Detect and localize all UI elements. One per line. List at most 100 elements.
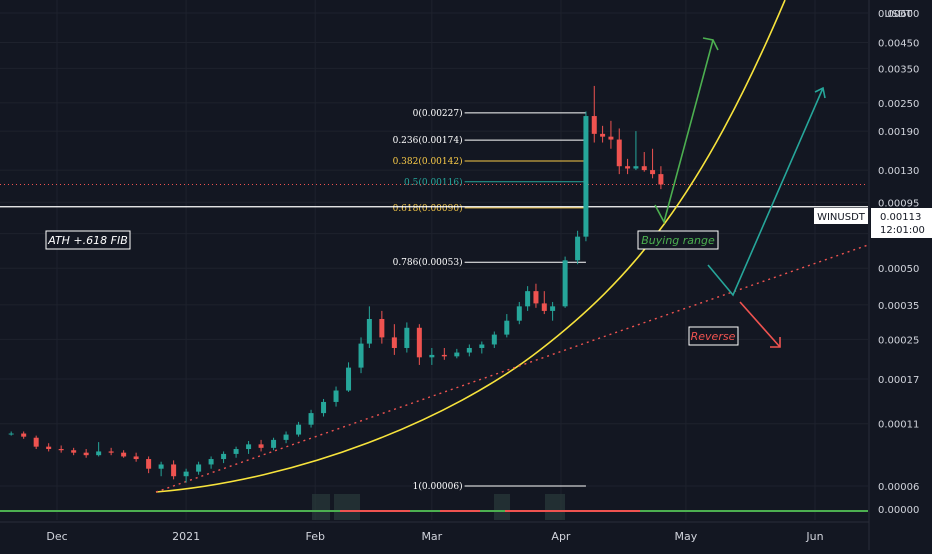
last-price-text: 0.00113 xyxy=(880,212,921,223)
candle-body xyxy=(429,354,435,358)
time-tick-label: Feb xyxy=(305,530,324,543)
candle-body xyxy=(58,449,64,451)
arrows xyxy=(654,37,826,348)
red-arrow xyxy=(739,301,781,348)
symbol-tag-bg xyxy=(814,208,868,224)
candle-body xyxy=(271,439,277,448)
candle-body xyxy=(21,433,27,437)
candle-body xyxy=(658,174,664,185)
fib-label: 1(0.00006) xyxy=(413,481,463,492)
fib-label: 0(0.00227) xyxy=(413,108,463,119)
candle-body xyxy=(146,459,152,469)
candle-body xyxy=(550,306,556,311)
candle-body xyxy=(379,318,385,338)
candle-body xyxy=(158,464,164,469)
symbol-tag: WINUSDT xyxy=(814,208,868,224)
price-tick-label: 0.00600 xyxy=(878,9,919,20)
fib-label: 0.382(0.00142) xyxy=(393,156,463,167)
ath-label: ATH +.618 FIB xyxy=(47,234,128,247)
price-tick-label: 0.00190 xyxy=(878,127,919,138)
price-tick-label: 0.00006 xyxy=(878,482,919,493)
time-tick-label: Apr xyxy=(551,530,571,543)
fib-label: 0.786(0.00053) xyxy=(393,257,463,268)
candle-body xyxy=(616,139,622,167)
candle-body xyxy=(308,413,314,425)
time-tick-label: Dec xyxy=(46,530,67,543)
price-tick-label: 0.00017 xyxy=(878,375,919,386)
candle-body xyxy=(296,424,302,435)
last-price-bg xyxy=(871,208,932,238)
candle-body xyxy=(633,166,639,169)
candle-body xyxy=(525,291,531,307)
candle-body xyxy=(575,236,581,261)
time-tick-label: Mar xyxy=(421,530,442,543)
time-axis[interactable]: Dec 2021 Feb Mar Apr May Jun xyxy=(0,521,869,543)
indicator-highlight xyxy=(334,494,360,520)
teal-arrow-head xyxy=(814,86,826,99)
candle-body xyxy=(321,401,327,414)
candle-body xyxy=(491,334,497,345)
price-tick-label: 0.00250 xyxy=(878,99,919,110)
green-arrow-head xyxy=(702,37,719,51)
candle-body xyxy=(591,116,597,134)
time-tick-label: Jun xyxy=(805,530,823,543)
candle-body xyxy=(391,337,397,348)
green-arrow xyxy=(654,39,714,225)
price-tick-label: 0.00095 xyxy=(878,198,919,209)
candle-body xyxy=(562,260,568,307)
fib-retracement: 0(0.00227) 0.236(0.00174) 0.382(0.00142) 0.… xyxy=(393,108,586,492)
candle-body xyxy=(46,446,52,450)
price-tick-label: 0.00011 xyxy=(878,420,919,431)
candle-body xyxy=(233,449,239,454)
candle-body xyxy=(258,444,264,448)
buying-range-box xyxy=(637,230,719,250)
support-curve xyxy=(155,0,786,493)
price-tick-label: 0.00035 xyxy=(878,301,919,312)
candle-body xyxy=(516,306,522,321)
candle-body xyxy=(466,347,472,353)
candle-body xyxy=(454,352,460,357)
grid xyxy=(0,0,868,520)
candle-body xyxy=(504,320,510,335)
candle-body xyxy=(366,318,372,344)
candle-body xyxy=(208,459,214,465)
symbol-tag-text: WINUSDT xyxy=(817,212,866,223)
candle-body xyxy=(246,444,252,450)
teal-arrow xyxy=(707,87,824,297)
candle-body xyxy=(183,471,189,477)
candle-body xyxy=(8,433,14,435)
candles xyxy=(8,85,664,483)
candle-body xyxy=(358,343,364,368)
time-tick-label: May xyxy=(675,530,698,543)
candle-body xyxy=(333,390,339,402)
indicator-strip xyxy=(0,494,868,520)
drawn-lines xyxy=(0,0,869,493)
candle-body xyxy=(96,451,102,456)
price-tick-label: 0.00025 xyxy=(878,335,919,346)
buying-range-label: Buying range xyxy=(641,234,715,247)
candle-body xyxy=(121,452,127,457)
candle-body xyxy=(404,327,410,348)
fib-label: 0.618(0.00090) xyxy=(393,203,463,214)
candle-body xyxy=(600,133,606,137)
indicator-highlight xyxy=(494,494,510,520)
reverse-label: Reverse xyxy=(691,330,736,343)
candle-body xyxy=(650,170,656,175)
price-tick-label: 0.00450 xyxy=(878,39,919,50)
candle-body xyxy=(346,367,352,391)
candle-body xyxy=(33,437,39,447)
last-price-tag: 0.00113 12:01:00 xyxy=(871,208,932,238)
candle-body xyxy=(583,116,589,237)
countdown-text: 12:01:00 xyxy=(880,225,925,236)
candle-body xyxy=(71,450,77,453)
candle-body xyxy=(608,136,614,140)
ath-label-box xyxy=(45,230,131,250)
candle-body xyxy=(83,452,89,456)
candle-body xyxy=(625,166,631,169)
fib-label: 0.236(0.00174) xyxy=(393,135,463,146)
price-axis[interactable]: 0.00600 0.00450 0.00350 0.00250 0.00190 0.001… xyxy=(868,0,919,550)
candle-body xyxy=(641,166,647,171)
